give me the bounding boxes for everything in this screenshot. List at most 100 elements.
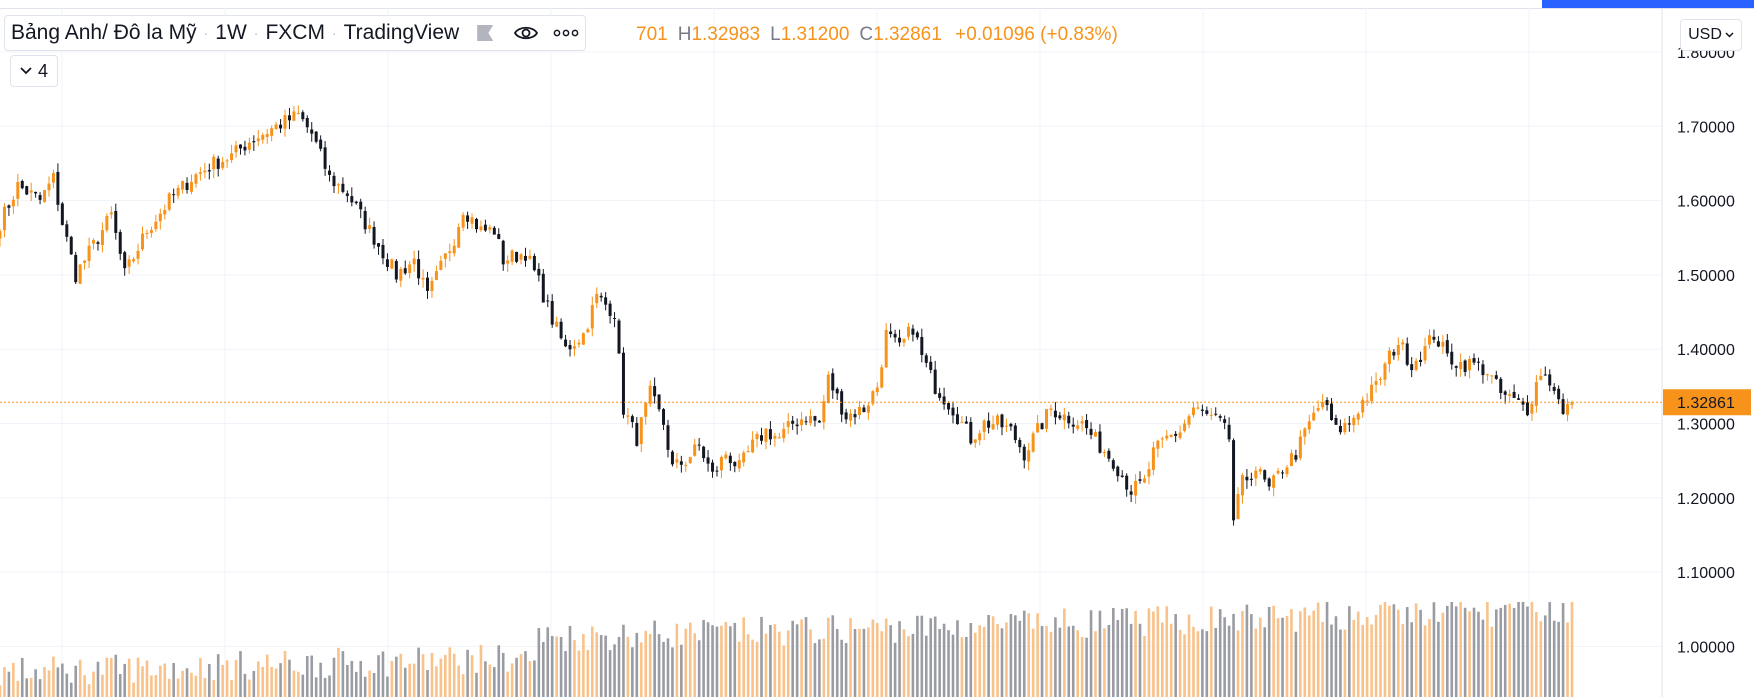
volume-bar <box>1138 623 1142 697</box>
volume-bar <box>1312 610 1316 697</box>
symbol-name[interactable]: Bảng Anh/ Đô la Mỹ <box>11 21 197 44</box>
candle-body <box>1178 432 1182 438</box>
separator: · <box>203 25 209 41</box>
volume-bar <box>555 636 558 697</box>
candle-body <box>942 396 946 405</box>
volume-bar <box>1267 606 1271 697</box>
candle-body <box>56 171 60 205</box>
candle-body <box>572 346 576 349</box>
candle-body <box>933 369 937 394</box>
volume-bar <box>996 623 999 697</box>
volume-bar <box>671 647 674 697</box>
volume-bar <box>354 671 358 697</box>
last-price-tag <box>1663 389 1751 416</box>
candle-body <box>684 464 688 466</box>
candle-body <box>203 170 207 173</box>
candle-body <box>488 227 492 230</box>
candle-body <box>1508 394 1512 396</box>
volume-bar <box>1040 626 1044 697</box>
candle-body <box>1160 438 1164 440</box>
volume-bar <box>239 651 242 697</box>
volume-bar <box>493 667 496 697</box>
candle-body <box>474 218 478 230</box>
candle-body <box>1027 450 1031 462</box>
candle-body <box>461 214 465 228</box>
price-chart[interactable]: 1.32861 1.800001.700001.600001.500001.40… <box>0 8 1754 697</box>
candle-body <box>947 403 951 410</box>
candle-body <box>1013 425 1017 441</box>
candle-body <box>777 437 781 439</box>
volume-bar <box>350 660 354 697</box>
candle-body <box>1379 379 1383 381</box>
currency-selector[interactable]: USD <box>1680 19 1742 51</box>
candle-body <box>1530 403 1534 414</box>
volume-bar <box>1303 607 1307 697</box>
volume-bar <box>644 630 648 697</box>
volume-bar <box>608 650 612 697</box>
candle-body <box>1142 478 1146 483</box>
candle-body <box>621 352 625 415</box>
candle-body <box>826 374 830 404</box>
volume-bar <box>470 655 474 697</box>
candle-body <box>114 210 118 233</box>
interval[interactable]: 1W <box>215 21 247 44</box>
candle-body <box>1356 413 1360 420</box>
volume-bar <box>648 633 652 697</box>
candle-body <box>11 199 15 207</box>
volume-bar <box>697 640 701 697</box>
volume-bar <box>1530 602 1534 697</box>
candle-body <box>862 407 866 413</box>
low-value: 1.31200 <box>780 24 850 45</box>
collapse-indicators-button[interactable]: 4 <box>10 55 58 87</box>
candle-body <box>1352 417 1356 426</box>
symbol-legend[interactable]: Bảng Anh/ Đô la Mỹ · 1W · FXCM · Trading… <box>4 15 587 51</box>
eye-icon[interactable] <box>513 24 539 42</box>
volume-bar <box>1477 611 1480 697</box>
candle-body <box>345 193 349 196</box>
volume-bar <box>711 625 714 697</box>
candle-body <box>1107 450 1111 459</box>
candle-body <box>1499 378 1503 393</box>
volume-bar <box>341 651 345 697</box>
volume-bar <box>363 676 367 697</box>
candle-body <box>541 273 545 303</box>
volume-bar <box>1089 610 1093 697</box>
volume-bar <box>631 647 634 697</box>
candle-body <box>657 394 661 410</box>
candle-body <box>328 170 332 175</box>
volume-bar <box>243 673 247 697</box>
candle-body <box>314 131 318 142</box>
candle-body <box>804 421 808 423</box>
candle-body <box>773 435 777 439</box>
volume-bar <box>1143 635 1146 697</box>
volume-bar <box>172 662 175 697</box>
volume-bar <box>1405 607 1409 697</box>
volume-bar <box>960 637 964 697</box>
volume-bar <box>786 630 790 697</box>
candle-body <box>711 462 715 472</box>
candle-body <box>1249 478 1253 480</box>
candle-body <box>92 240 96 244</box>
volume-bar <box>1276 618 1280 697</box>
candle-body <box>198 172 202 174</box>
volume-bar <box>65 673 69 697</box>
volume-bar <box>599 635 603 697</box>
volume-bar <box>617 636 621 697</box>
candle-body <box>1494 375 1498 379</box>
more-dots-icon[interactable] <box>553 28 579 38</box>
candle-body <box>145 233 149 235</box>
volume-bar <box>688 622 692 697</box>
volume-bar <box>657 634 661 697</box>
volume-bar <box>510 663 514 697</box>
candle-body <box>408 264 412 274</box>
candle-body <box>207 170 211 172</box>
volume-bar <box>234 659 238 697</box>
candle-body <box>577 342 581 345</box>
flag-icon[interactable] <box>477 25 494 41</box>
candle-body <box>7 205 11 208</box>
candle-body <box>1463 360 1467 372</box>
candlesticks <box>0 105 1574 526</box>
candle-body <box>1209 414 1213 416</box>
candle-body <box>889 331 893 335</box>
volume-bar <box>675 623 679 697</box>
